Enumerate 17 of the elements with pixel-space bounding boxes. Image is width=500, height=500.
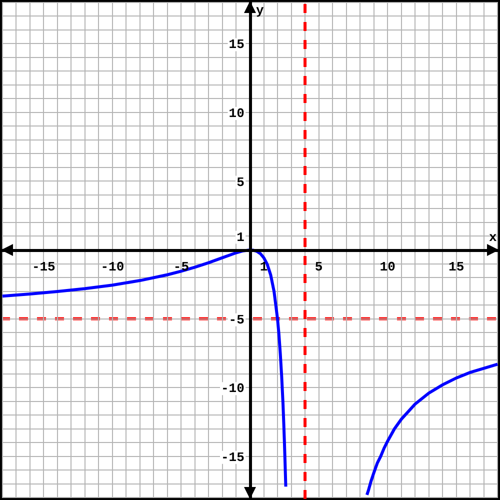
y-tick-label: 10 — [228, 106, 245, 121]
x-tick-label: 5 — [314, 260, 323, 275]
y-tick-label: -5 — [228, 312, 245, 328]
line-series — [1, 248, 288, 488]
x-tick-label: 15 — [448, 260, 464, 275]
x-tick-label: 1 — [260, 260, 268, 275]
x-axis-title: x — [489, 230, 497, 245]
y-tick-label: 15 — [228, 37, 245, 52]
x-tick-label: -15 — [32, 260, 56, 275]
y-tick-label: 1 — [236, 230, 245, 245]
y-tick-label: -10 — [220, 381, 245, 396]
y-tick-label: -15 — [220, 450, 245, 465]
y-axis-title: y — [256, 3, 264, 18]
y-tick-label: 5 — [236, 174, 245, 190]
x-tick-label: 10 — [380, 260, 396, 275]
x-tick-label: -10 — [100, 260, 124, 275]
line-series — [365, 362, 499, 496]
